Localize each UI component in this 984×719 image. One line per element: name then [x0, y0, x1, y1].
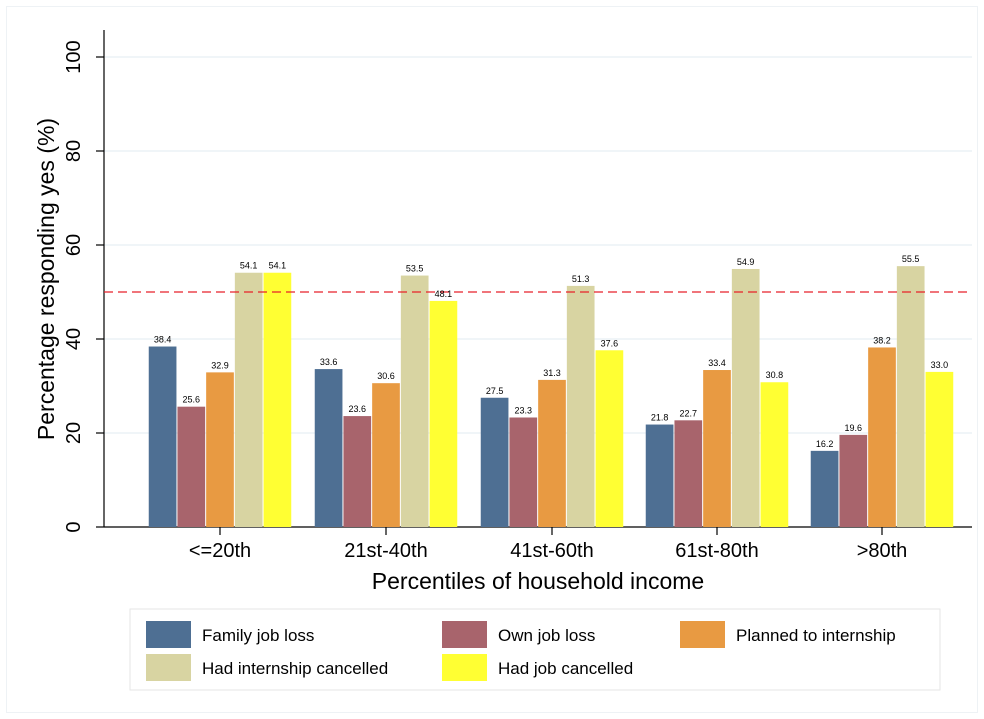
- data-label: 33.0: [931, 360, 949, 370]
- bar: [372, 383, 400, 527]
- bar: [839, 434, 868, 527]
- data-label: 51.3: [572, 274, 590, 284]
- chart-frame: [6, 6, 978, 713]
- legend-swatch: [442, 621, 487, 648]
- data-label: 33.6: [320, 357, 338, 367]
- data-label: 21.8: [651, 413, 669, 423]
- data-label: 23.3: [515, 405, 533, 415]
- data-label: 38.4: [154, 335, 172, 345]
- data-label: 54.1: [269, 261, 287, 271]
- data-label: 30.6: [377, 371, 395, 381]
- data-label: 54.1: [240, 261, 258, 271]
- y-tick-label: 100: [63, 40, 85, 73]
- bar: [400, 275, 429, 527]
- legend-swatch: [146, 654, 191, 681]
- y-tick-label: 40: [63, 328, 85, 350]
- bar: [206, 372, 234, 527]
- data-label: 54.9: [737, 257, 755, 267]
- x-tick-label: 21st-40th: [344, 540, 427, 562]
- bar: [177, 406, 206, 527]
- x-tick-label: <=20th: [189, 540, 251, 562]
- data-label: 38.2: [873, 335, 891, 345]
- data-label-layer: 38.4 25.6 32.9 54.1 54.1 33.6 23.6 30.6 53.5 48.1…: [154, 254, 948, 449]
- y-tick-label: 20: [63, 422, 85, 444]
- y-tick-label: 0: [63, 521, 85, 532]
- bar: [810, 450, 839, 527]
- bar: [263, 272, 292, 527]
- y-axis-title: Percentage responding yes (%): [33, 118, 59, 440]
- bar: [234, 272, 263, 527]
- legend-label: Had job cancelled: [498, 659, 633, 678]
- y-tick-label: 60: [63, 234, 85, 256]
- data-label: 25.6: [183, 395, 201, 405]
- data-label: 27.5: [486, 386, 504, 396]
- legend-label: Had internship cancelled: [202, 659, 388, 678]
- legend-label: Planned to internship: [736, 626, 896, 645]
- bar: [595, 350, 624, 527]
- bar: [896, 266, 925, 527]
- bar: [868, 347, 896, 527]
- grid-layer: [104, 56, 972, 434]
- bar: [760, 382, 789, 527]
- x-tick-label: 61st-80th: [675, 540, 758, 562]
- data-label: 55.5: [902, 254, 920, 264]
- x-axis-title: Percentiles of household income: [372, 568, 704, 594]
- legend: Family job loss Own job loss Planned to in…: [129, 608, 941, 691]
- bar: [674, 420, 703, 527]
- x-tick-label: >80th: [857, 540, 908, 562]
- bar: [480, 397, 509, 527]
- bar: [429, 300, 458, 527]
- bar: [538, 379, 566, 527]
- data-label: 48.1: [435, 289, 453, 299]
- legend-label: Family job loss: [202, 626, 314, 645]
- bar: [645, 424, 674, 527]
- data-label: 33.4: [708, 358, 726, 368]
- bar-layer: [148, 266, 954, 527]
- legend-box: [129, 608, 941, 691]
- legend-swatch: [442, 654, 487, 681]
- x-tick-label: 41st-60th: [510, 540, 593, 562]
- legend-swatch: [680, 621, 725, 648]
- y-tick-layer: 0 20 40 60 80 100: [63, 40, 104, 533]
- legend-swatch: [146, 621, 191, 648]
- bar: [566, 285, 595, 527]
- x-tick-layer: <=20th 21st-40th 41st-60th 61st-80th >80th: [189, 527, 907, 562]
- bar: [703, 370, 731, 527]
- bar: [731, 268, 760, 527]
- data-label: 53.5: [406, 264, 424, 274]
- bar: [343, 416, 372, 527]
- data-label: 30.8: [766, 370, 784, 380]
- data-label: 19.6: [845, 423, 863, 433]
- data-label: 31.3: [543, 368, 561, 378]
- y-tick-label: 80: [63, 140, 85, 162]
- data-label: 16.2: [816, 439, 834, 449]
- bar: [314, 369, 343, 527]
- data-label: 22.7: [680, 408, 698, 418]
- bar: [148, 346, 177, 527]
- data-label: 37.6: [601, 338, 619, 348]
- legend-label: Own job loss: [498, 626, 595, 645]
- bar: [509, 417, 538, 527]
- bar: [925, 371, 954, 527]
- data-label: 32.9: [211, 360, 229, 370]
- data-label: 23.6: [349, 404, 367, 414]
